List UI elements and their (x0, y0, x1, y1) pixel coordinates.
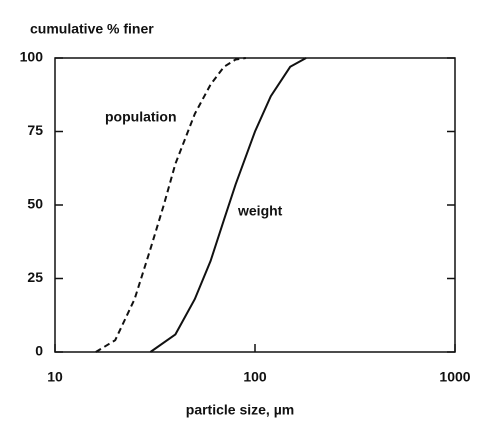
series-annotation: population (105, 109, 177, 125)
y-tick-label: 75 (27, 122, 43, 138)
series-annotation: weight (237, 203, 283, 219)
y-tick-label: 0 (35, 343, 43, 359)
x-tick-label: 1000 (439, 369, 470, 385)
y-tick-label: 100 (20, 49, 44, 65)
y-tick-label: 50 (27, 196, 43, 212)
series-line (95, 57, 246, 353)
x-axis-label: particle size, µm (186, 402, 294, 418)
series-line (149, 57, 307, 353)
x-tick-label: 10 (47, 369, 63, 385)
x-tick-label: 100 (243, 369, 267, 385)
y-axis-label: cumulative % finer (30, 21, 154, 37)
y-tick-label: 25 (27, 269, 43, 285)
